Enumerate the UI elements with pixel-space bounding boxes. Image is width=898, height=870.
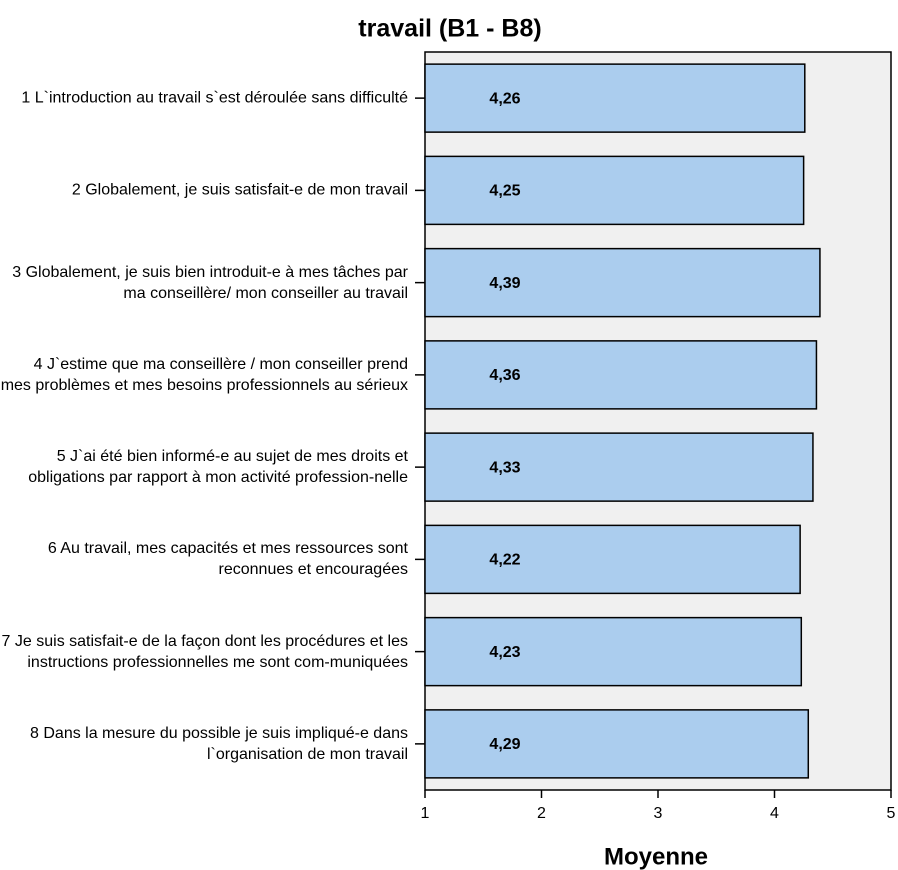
bar (424, 63, 806, 133)
bar (424, 432, 814, 502)
data-label: 4,22 (489, 552, 520, 569)
y-tick-label: 7 Je suis satisfait-e de la façon dont l… (1, 632, 408, 671)
bar (424, 155, 805, 226)
bar (424, 340, 818, 410)
data-label: 4,29 (489, 736, 520, 753)
x-tick-label: 1 (421, 805, 430, 822)
data-label: 4,36 (489, 367, 520, 384)
bar (424, 709, 810, 779)
chart-title: travail (B1 - B8) (358, 15, 541, 43)
data-label: 4,25 (489, 183, 520, 200)
x-axis-label: Moyenne (604, 843, 708, 870)
y-tick-label: 2 Globalement, je suis satisfait-e de mo… (71, 181, 408, 199)
data-label: 4,23 (489, 644, 520, 661)
x-tick-label: 2 (537, 805, 546, 822)
bar (424, 524, 801, 595)
data-label: 4,26 (489, 90, 520, 107)
y-tick-label: 5 J`ai été bien informé-e au sujet de me… (28, 448, 408, 487)
x-tick-label: 4 (770, 805, 779, 822)
y-tick-label: 6 Au travail, mes capacités et mes resso… (47, 540, 408, 579)
y-tick-label: 4 J`estime que ma conseillère / mon cons… (0, 355, 408, 394)
x-tick-label: 5 (887, 805, 896, 822)
y-tick-label: 8 Dans la mesure du possible je suis imp… (30, 724, 408, 763)
y-tick-label: 3 Globalement, je suis bien introduit-e … (12, 263, 408, 302)
x-tick-label: 3 (654, 805, 663, 822)
y-tick-label: 1 L`introduction au travail s`est déroul… (21, 89, 408, 107)
bar (424, 247, 821, 318)
data-label: 4,33 (489, 459, 520, 476)
data-label: 4,39 (489, 275, 520, 292)
bar (424, 616, 803, 687)
